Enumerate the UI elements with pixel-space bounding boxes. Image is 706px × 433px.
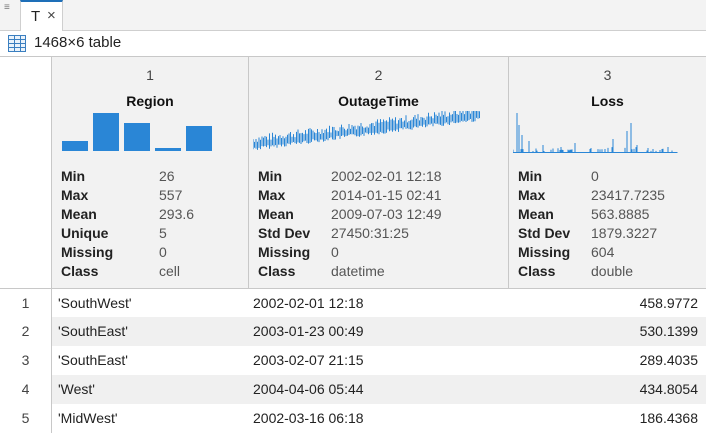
header-corner bbox=[0, 56, 52, 288]
stat-key: Class bbox=[258, 263, 296, 279]
stat-key: Class bbox=[61, 263, 99, 279]
stat-key: Missing bbox=[258, 244, 311, 260]
cell-region[interactable]: 'SouthEast' bbox=[58, 352, 128, 368]
column-header-outagetime[interactable]: 2 OutageTime Min 2002-02-01 12:18 Max 20… bbox=[249, 56, 509, 288]
row-number: 5 bbox=[0, 404, 52, 433]
column-index: 1 bbox=[146, 67, 154, 83]
stat-key: Min bbox=[258, 168, 283, 184]
cell-outagetime[interactable]: 2004-04-06 05:44 bbox=[253, 381, 364, 397]
column-index: 3 bbox=[603, 67, 612, 83]
stat-key: Class bbox=[518, 263, 556, 279]
row-number: 4 bbox=[0, 375, 52, 404]
tab-label: T bbox=[31, 8, 41, 25]
stat-value: 604 bbox=[591, 244, 615, 260]
menu-icon[interactable]: ≡ bbox=[4, 2, 10, 13]
stat-key: Missing bbox=[518, 244, 571, 260]
stat-value: 0 bbox=[591, 168, 599, 184]
row-number: 1 bbox=[0, 289, 52, 318]
stat-value: datetime bbox=[331, 263, 385, 279]
table-row[interactable]: 3 'SouthEast' 2003-02-07 21:15 289.4035 bbox=[0, 346, 706, 375]
stat-value: 563.8885 bbox=[591, 206, 650, 222]
table-icon bbox=[8, 35, 26, 52]
stat-key: Mean bbox=[518, 206, 554, 222]
stat-value: 2002-02-01 12:18 bbox=[331, 168, 442, 184]
stat-key: Max bbox=[61, 187, 89, 203]
table-row[interactable]: 1 'SouthWest' 2002-02-01 12:18 458.9772 bbox=[0, 288, 706, 318]
stat-key: Max bbox=[518, 187, 546, 203]
cell-outagetime[interactable]: 2003-01-23 00:49 bbox=[253, 323, 364, 339]
stat-key: Mean bbox=[258, 206, 294, 222]
table-row[interactable]: 4 'West' 2004-04-06 05:44 434.8054 bbox=[0, 375, 706, 404]
stat-value: 0 bbox=[331, 244, 339, 260]
column-header-region[interactable]: 1 Region Min 26 Max 557 Mean 293.6 Uniqu… bbox=[52, 56, 249, 288]
column-index: 2 bbox=[374, 67, 383, 83]
stat-key: Std Dev bbox=[518, 225, 571, 241]
stat-key: Min bbox=[518, 168, 543, 184]
stat-key: Unique bbox=[61, 225, 109, 241]
cell-loss[interactable]: 458.9772 bbox=[639, 295, 698, 311]
row-number: 3 bbox=[0, 346, 52, 375]
cell-region[interactable]: 'SouthEast' bbox=[58, 323, 128, 339]
cell-outagetime[interactable]: 2003-02-07 21:15 bbox=[253, 352, 364, 368]
tab-bar: ≡ T × bbox=[0, 0, 706, 31]
stat-value: 0 bbox=[159, 244, 167, 260]
stat-value: 2009-07-03 12:49 bbox=[331, 206, 442, 222]
row-number: 2 bbox=[0, 317, 52, 346]
table-size-label: 1468×6 table bbox=[34, 34, 122, 51]
stat-value: 557 bbox=[159, 187, 183, 203]
close-icon[interactable]: × bbox=[47, 7, 56, 24]
stat-value: 26 bbox=[159, 168, 175, 184]
cell-region[interactable]: 'West' bbox=[58, 381, 95, 397]
stat-value: 1879.3227 bbox=[591, 225, 658, 241]
stat-key: Missing bbox=[61, 244, 114, 260]
column-name: OutageTime bbox=[338, 93, 419, 109]
stat-value: double bbox=[591, 263, 634, 279]
outagetime-sparkline bbox=[253, 111, 480, 150]
cell-outagetime[interactable]: 2002-03-16 06:18 bbox=[253, 410, 364, 426]
column-header-loss[interactable]: 3 Loss Min 0 Max 23417.7235 Mean 563.888… bbox=[509, 56, 706, 288]
stat-value: 27450:31:25 bbox=[331, 225, 409, 241]
stat-value: 2014-01-15 02:41 bbox=[331, 187, 442, 203]
region-histogram bbox=[62, 113, 212, 151]
cell-loss[interactable]: 186.4368 bbox=[639, 410, 698, 426]
cell-region[interactable]: 'MidWest' bbox=[58, 410, 118, 426]
column-name: Loss bbox=[591, 93, 624, 109]
stat-value: 293.6 bbox=[159, 206, 195, 222]
stat-key: Std Dev bbox=[258, 225, 311, 241]
cell-region[interactable]: 'SouthWest' bbox=[58, 295, 132, 311]
stat-key: Max bbox=[258, 187, 286, 203]
stat-key: Mean bbox=[61, 206, 97, 222]
cell-loss[interactable]: 434.8054 bbox=[639, 381, 698, 397]
column-name: Region bbox=[126, 93, 174, 109]
loss-sparkline bbox=[513, 113, 678, 153]
stat-value: 23417.7235 bbox=[591, 187, 665, 203]
table-row[interactable]: 5 'MidWest' 2002-03-16 06:18 186.4368 bbox=[0, 404, 706, 433]
stat-key: Min bbox=[61, 168, 86, 184]
table-info-bar: 1468×6 table bbox=[0, 31, 706, 56]
stat-value: 5 bbox=[159, 225, 167, 241]
cell-loss[interactable]: 289.4035 bbox=[639, 352, 698, 368]
table-row[interactable]: 2 'SouthEast' 2003-01-23 00:49 530.1399 bbox=[0, 317, 706, 346]
tab-t[interactable]: T × bbox=[20, 0, 63, 31]
cell-outagetime[interactable]: 2002-02-01 12:18 bbox=[253, 295, 364, 311]
cell-loss[interactable]: 530.1399 bbox=[639, 323, 698, 339]
stat-value: cell bbox=[159, 263, 181, 279]
